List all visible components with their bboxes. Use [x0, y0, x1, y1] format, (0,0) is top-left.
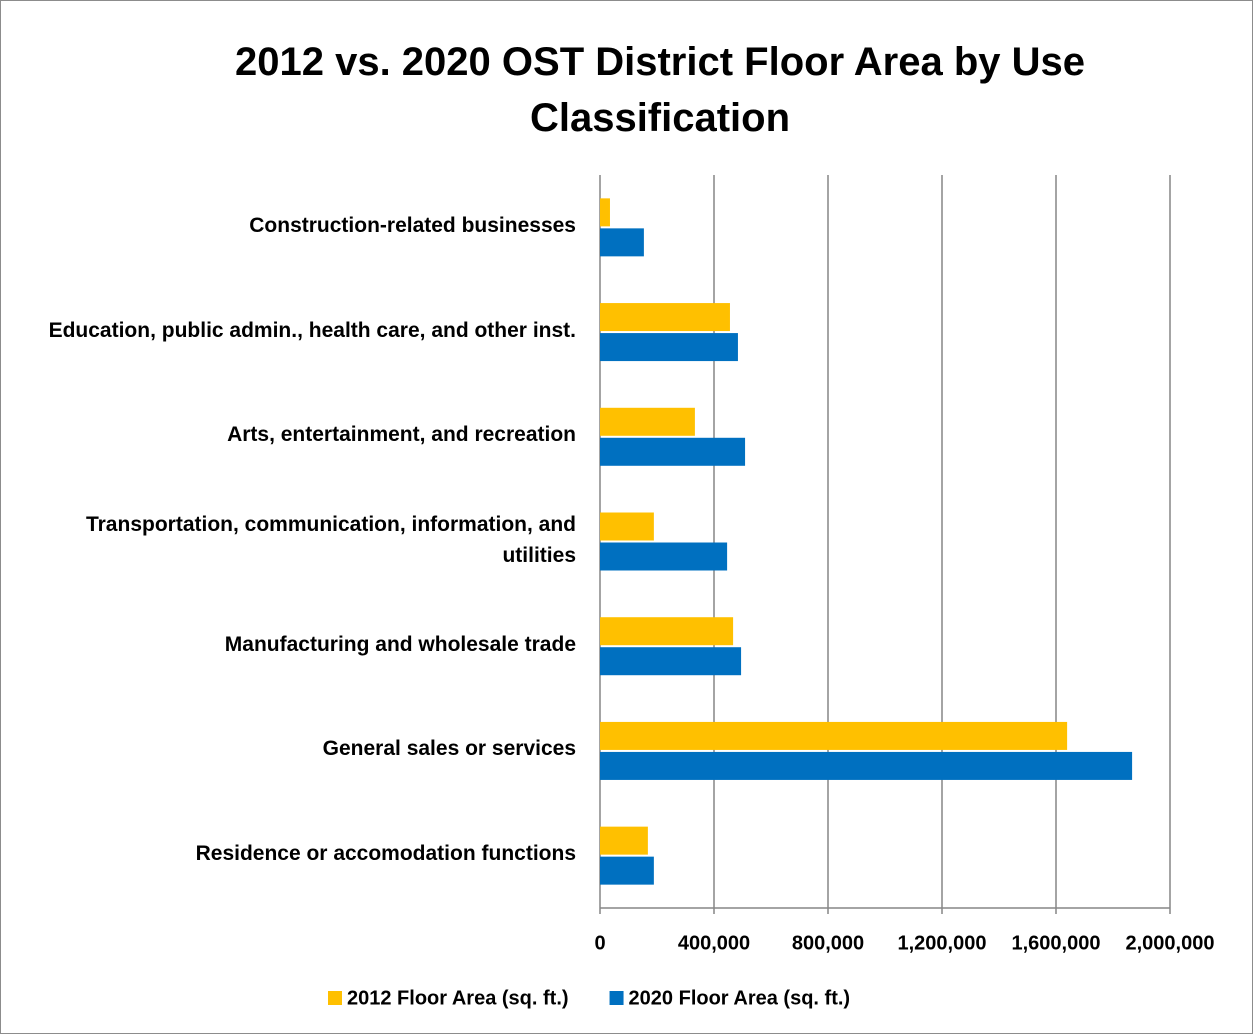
x-tick-label: 400,000: [678, 932, 750, 954]
category-label: Construction-related businesses: [249, 213, 576, 237]
bar: [600, 437, 746, 466]
bar: [600, 303, 730, 332]
category-label: Education, public admin., health care, a…: [48, 318, 576, 342]
legend-swatch: [328, 991, 342, 1005]
bar: [600, 647, 742, 676]
bar: [600, 407, 695, 436]
category-label: Arts, entertainment, and recreation: [227, 423, 576, 447]
bar: [600, 333, 738, 362]
legend-swatch: [609, 991, 624, 1005]
x-tick-label: 800,000: [792, 932, 864, 954]
bar: [600, 826, 648, 855]
bar: [600, 751, 1133, 780]
bar: [600, 512, 654, 541]
bar: [600, 228, 644, 257]
x-tick-label: 1,200,000: [898, 932, 987, 954]
bar: [600, 198, 610, 227]
x-tick-label: 0: [594, 932, 605, 954]
category-label: Transportation, communication, informati…: [85, 512, 576, 567]
bar: [600, 856, 654, 885]
x-tick-label: 1,600,000: [1012, 932, 1101, 954]
bar: [600, 542, 728, 571]
legend-label: 2020 Floor Area (sq. ft.): [629, 987, 851, 1009]
chart-title: 2012 vs. 2020 OST District Floor Area by…: [234, 40, 1086, 140]
category-label: Manufacturing and wholesale trade: [224, 632, 576, 656]
x-tick-label: 2,000,000: [1126, 932, 1215, 954]
bar: [600, 617, 734, 646]
bar: [600, 721, 1068, 750]
category-label: General sales or services: [322, 737, 576, 761]
legend-label: 2012 Floor Area (sq. ft.): [347, 987, 569, 1009]
category-label: Residence or accomodation functions: [195, 842, 576, 866]
